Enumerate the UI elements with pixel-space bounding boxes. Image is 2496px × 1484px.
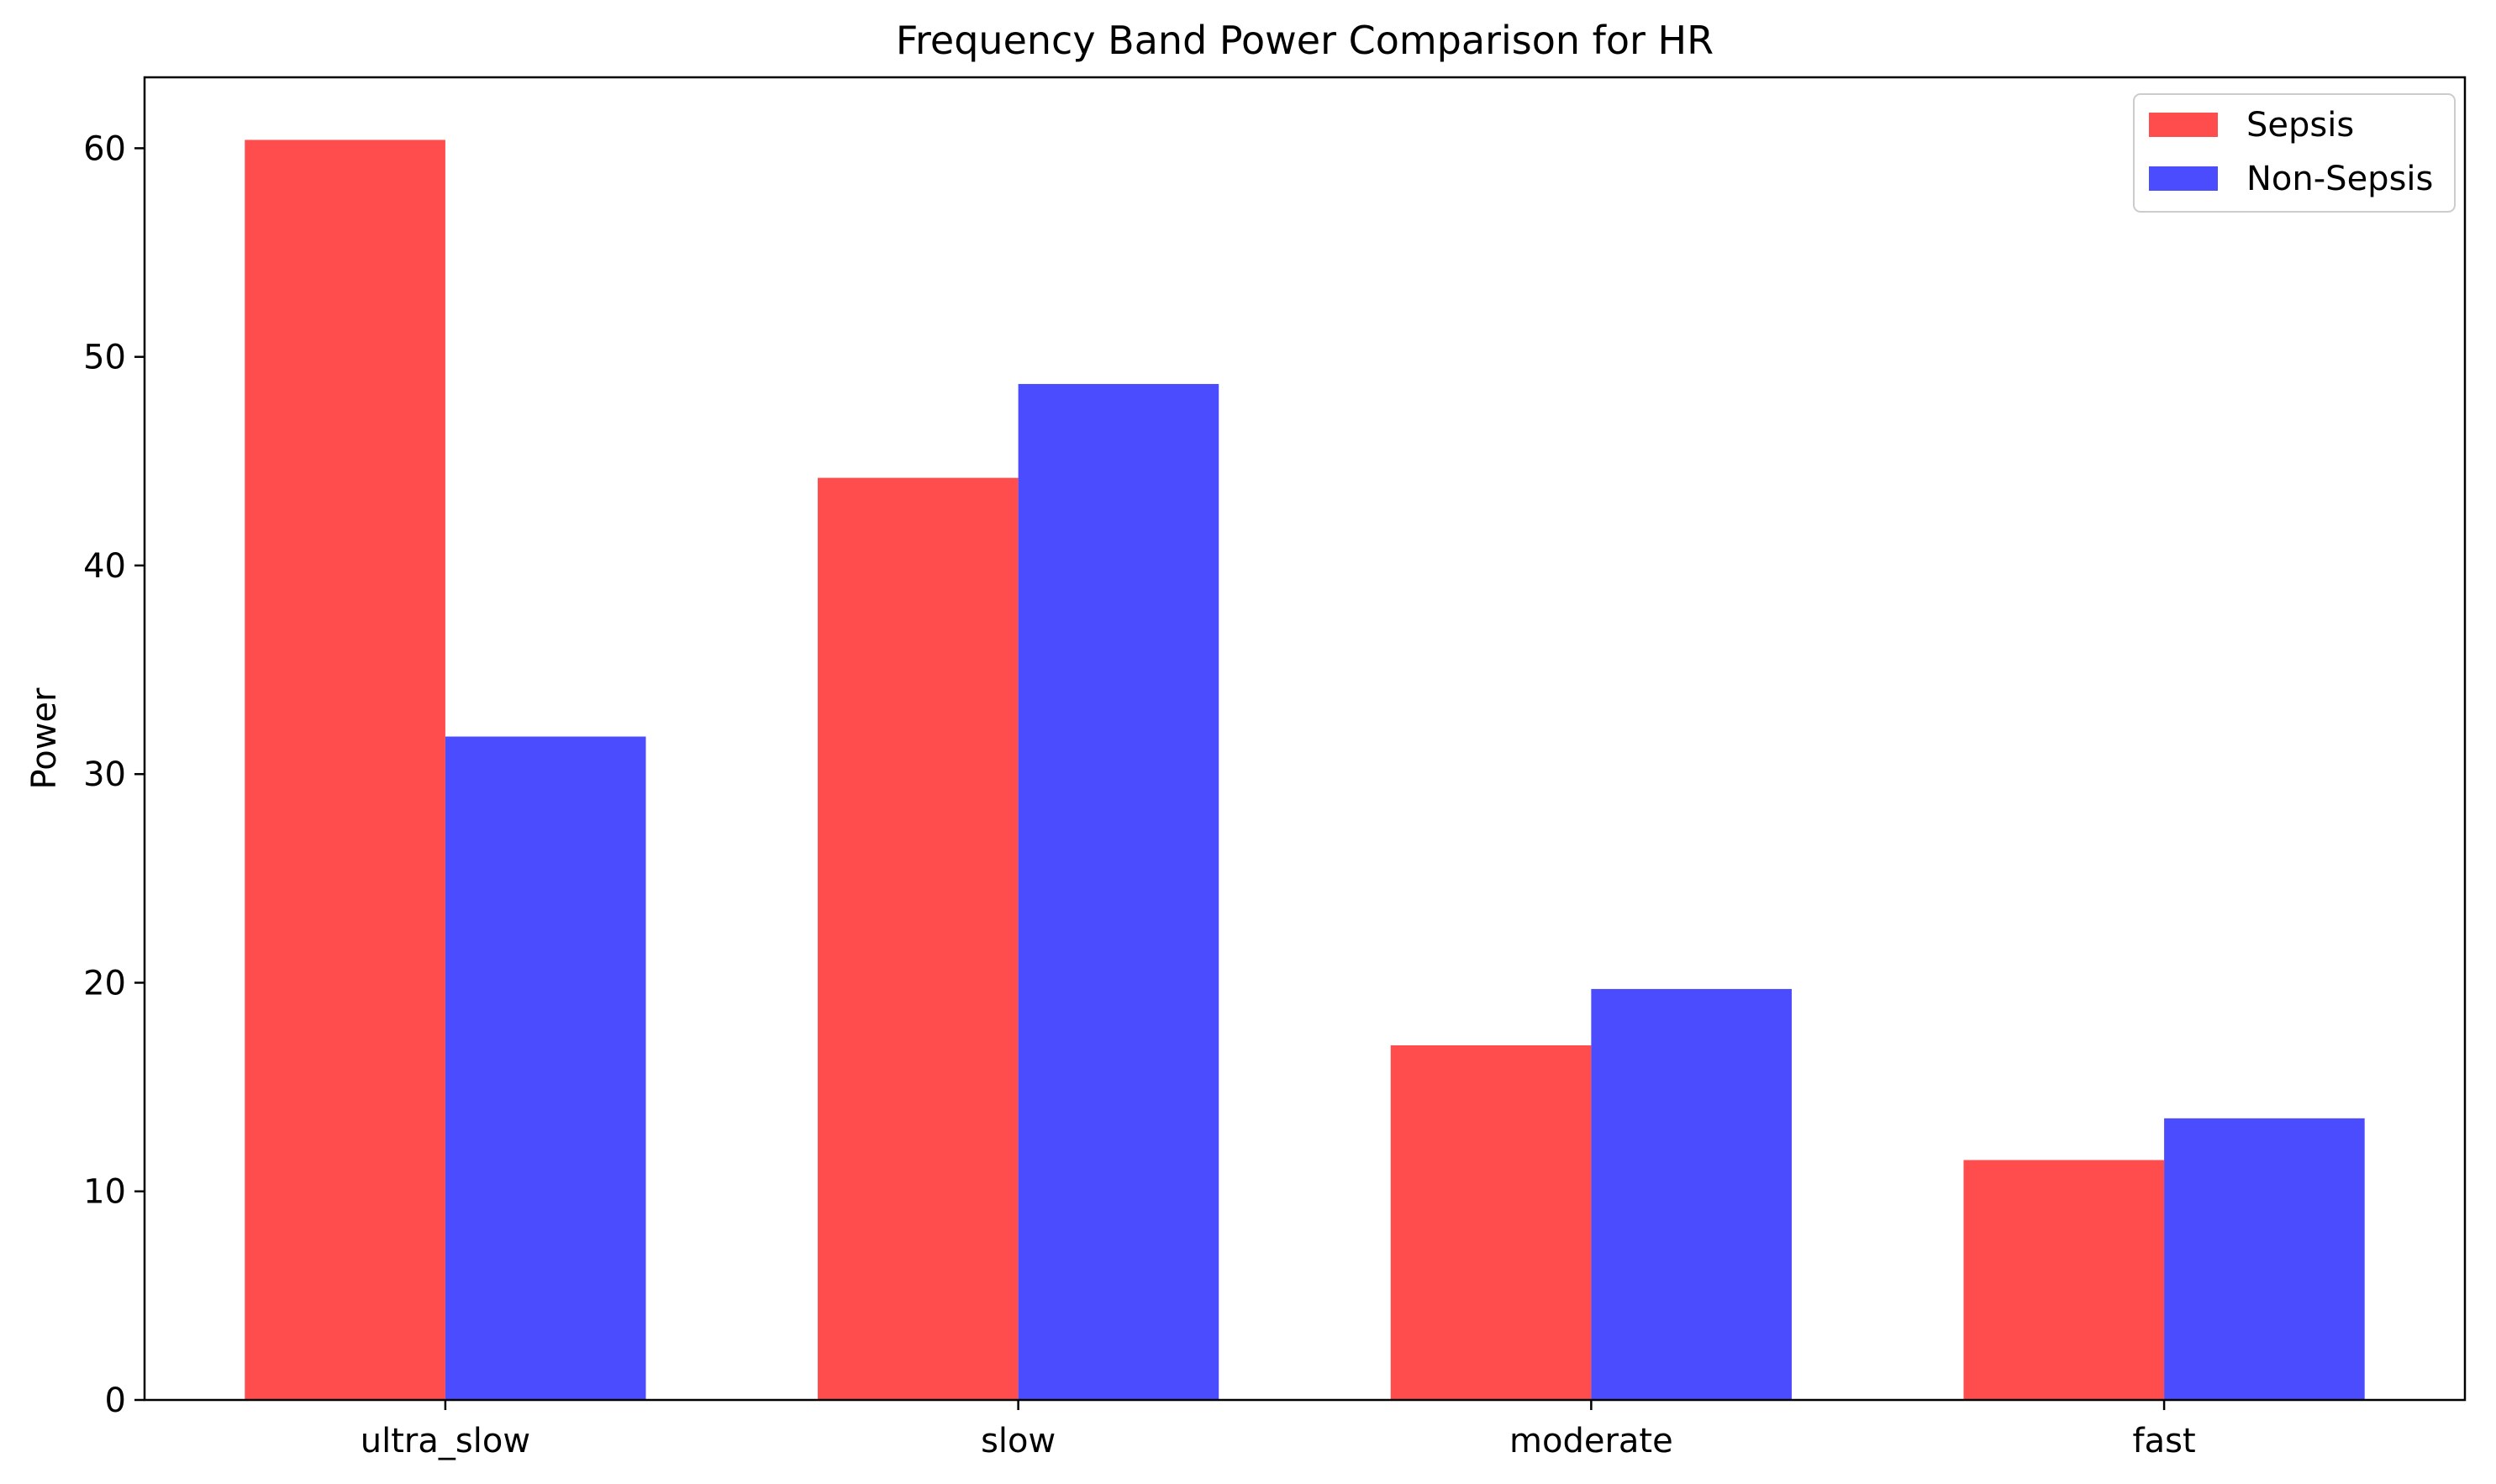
bar-non-sepsis-ultra_slow <box>445 736 646 1400</box>
plot-frame <box>143 76 2467 1402</box>
y-axis: 0 10 20 30 40 50 60 <box>83 129 145 1420</box>
chart-title: Frequency Band Power Comparison for HR <box>896 18 1714 63</box>
y-tick-label: 0 <box>105 1381 126 1420</box>
legend: Sepsis Non-Sepsis <box>2133 93 2456 213</box>
series-sepsis <box>245 139 2165 1401</box>
x-axis: ultra_slow slow moderate fast <box>361 1400 2196 1460</box>
bar-sepsis-slow <box>818 477 1019 1401</box>
bar-non-sepsis-slow <box>1018 383 1219 1401</box>
series-non-sepsis <box>445 383 2365 1401</box>
x-tick-label: fast <box>2133 1422 2196 1460</box>
legend-swatch-non-sepsis <box>2149 166 2218 191</box>
bar-sepsis-moderate <box>1390 1045 1592 1400</box>
x-tick-label: moderate <box>1509 1422 1673 1460</box>
y-axis-label: Power <box>25 687 64 789</box>
legend-label-non-sepsis: Non-Sepsis <box>2246 160 2433 198</box>
y-tick-label: 50 <box>83 339 126 377</box>
bar-sepsis-ultra_slow <box>245 139 445 1400</box>
bars-layer <box>245 139 2365 1401</box>
y-tick-label: 60 <box>83 129 126 168</box>
y-tick-label: 20 <box>83 964 126 1002</box>
x-tick-label: slow <box>981 1422 1056 1460</box>
x-tick-label: ultra_slow <box>361 1422 530 1460</box>
legend-label-sepsis: Sepsis <box>2246 106 2354 145</box>
y-tick-label: 30 <box>83 755 126 794</box>
bar-non-sepsis-moderate <box>1591 988 1792 1400</box>
bar-non-sepsis-fast <box>2164 1118 2365 1400</box>
y-tick-label: 40 <box>83 547 126 586</box>
bar-sepsis-fast <box>1963 1160 2165 1400</box>
y-tick-label: 10 <box>83 1173 126 1212</box>
legend-swatch-sepsis <box>2149 113 2218 137</box>
